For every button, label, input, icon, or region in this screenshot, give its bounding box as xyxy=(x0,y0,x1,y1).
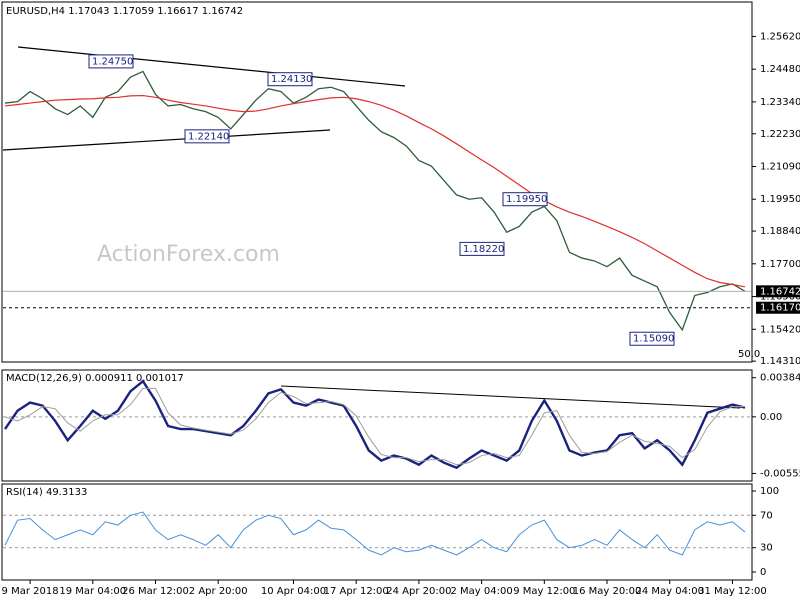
annotation-label: 1.18220 xyxy=(463,244,504,255)
y-tick-label: 1.19950 xyxy=(760,194,800,205)
x-tick-label: 9 Mar 2018 xyxy=(2,586,59,597)
y-tick-label: 1.22230 xyxy=(760,129,800,140)
annotation-box xyxy=(184,129,230,144)
y-tick-label: 1.23340 xyxy=(760,97,800,108)
y-tick-label: 1.14310 xyxy=(760,356,800,367)
y-tick-label: 1.18840 xyxy=(760,226,800,237)
price-panel xyxy=(1,1,753,363)
x-tick-label: 9 May 12:00 xyxy=(513,586,575,597)
level-label: 1.16170 xyxy=(760,303,800,314)
x-tick-label: 16 May 20:00 xyxy=(573,586,642,597)
rsi-panel xyxy=(1,483,753,581)
x-tick-label: 31 May 12:00 xyxy=(698,586,767,597)
y-tick-label: 1.24480 xyxy=(760,64,800,75)
watermark: ActionForex.com xyxy=(97,242,280,267)
y-tick-label: 30 xyxy=(760,543,773,554)
annotation-label: 1.15090 xyxy=(633,334,674,345)
macd-title: MACD(12,26,9) 0.000911 0.001017 xyxy=(6,373,184,384)
chart-title: EURUSD,H4 1.17043 1.17059 1.16617 1.1674… xyxy=(6,6,243,17)
x-tick-label: 2 Apr 20:00 xyxy=(189,586,248,597)
series-line xyxy=(4,387,746,466)
annotation-box xyxy=(629,331,675,346)
series-line xyxy=(4,511,746,556)
trendline xyxy=(17,46,406,87)
macd-panel xyxy=(1,369,753,482)
annotation-label: 1.22140 xyxy=(188,131,229,142)
last-price-box xyxy=(756,285,800,298)
annotation-label: 1.24130 xyxy=(271,74,312,85)
series-line xyxy=(4,94,746,288)
y-tick-label: 1.17700 xyxy=(760,259,800,270)
x-tick-label: 17 Apr 12:00 xyxy=(324,586,389,597)
y-tick-label: 0 xyxy=(760,567,766,578)
y-tick-label: 0.003843 xyxy=(760,373,800,384)
annotation-box xyxy=(459,241,505,256)
x-tick-label: 10 Apr 04:00 xyxy=(261,586,326,597)
last-price-label: 1.16742 xyxy=(760,286,800,297)
y-tick-label: 70 xyxy=(760,510,773,521)
series-line xyxy=(4,379,746,470)
level-box xyxy=(756,301,800,314)
annotation-label: 1.24750 xyxy=(92,56,133,67)
y-tick-label: 1.21090 xyxy=(760,161,800,172)
annotation-label: 1.19950 xyxy=(506,194,547,205)
x-tick-label: 19 Mar 04:00 xyxy=(59,586,126,597)
annotation-box xyxy=(267,72,313,87)
y-tick-label: 0.00 xyxy=(760,412,782,423)
rsi-title: RSI(14) 49.3133 xyxy=(6,487,87,498)
annotation-box xyxy=(502,192,548,207)
trendline xyxy=(280,385,741,409)
y-tick-label: 100 xyxy=(760,486,779,497)
annotation-box xyxy=(88,54,134,69)
y-tick-label: 1.25620 xyxy=(760,31,800,42)
y-tick-label: 1.15420 xyxy=(760,324,800,335)
x-tick-label: 24 Apr 20:00 xyxy=(386,586,451,597)
trendline xyxy=(2,129,331,151)
x-tick-label: 2 May 04:00 xyxy=(451,586,513,597)
fib-label: 50.0 xyxy=(738,349,760,360)
x-tick-label: 24 May 04:00 xyxy=(635,586,704,597)
y-tick-label: -0.005556 xyxy=(760,468,800,479)
series-line xyxy=(4,70,746,332)
x-tick-label: 26 Mar 12:00 xyxy=(122,586,189,597)
